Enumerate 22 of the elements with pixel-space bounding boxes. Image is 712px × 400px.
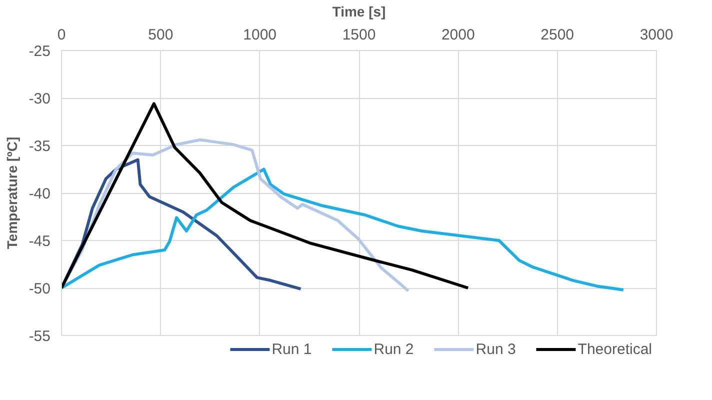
y-tick-label: -50 — [28, 280, 51, 298]
y-axis-title: Temperature [ºC] — [4, 136, 20, 250]
x-tick-label: 3000 — [640, 26, 674, 44]
x-tick-label: 1500 — [342, 26, 376, 44]
x-tick-label: 2500 — [540, 26, 574, 44]
y-tick-label: -35 — [28, 138, 51, 155]
y-tick-label: -45 — [28, 233, 51, 250]
x-tick-label: 1000 — [243, 26, 277, 44]
y-tick-label: -55 — [28, 328, 51, 345]
y-tick-label: -25 — [28, 43, 51, 60]
y-tick-label: -30 — [28, 90, 51, 108]
x-tick-label: 0 — [57, 26, 66, 44]
line-series — [62, 168, 625, 292]
legend-label: Theoretical — [578, 340, 652, 358]
x-tick-label: 500 — [148, 26, 174, 44]
y-tick-label: -40 — [28, 186, 51, 202]
legend-label: Run 1 — [272, 340, 312, 358]
x-tick-label: 2000 — [441, 26, 475, 44]
legend-label: Run 2 — [374, 340, 414, 358]
x-axis-title: Time [s] — [332, 4, 386, 20]
legend-label: Run 3 — [476, 340, 516, 358]
line-series — [62, 102, 470, 290]
